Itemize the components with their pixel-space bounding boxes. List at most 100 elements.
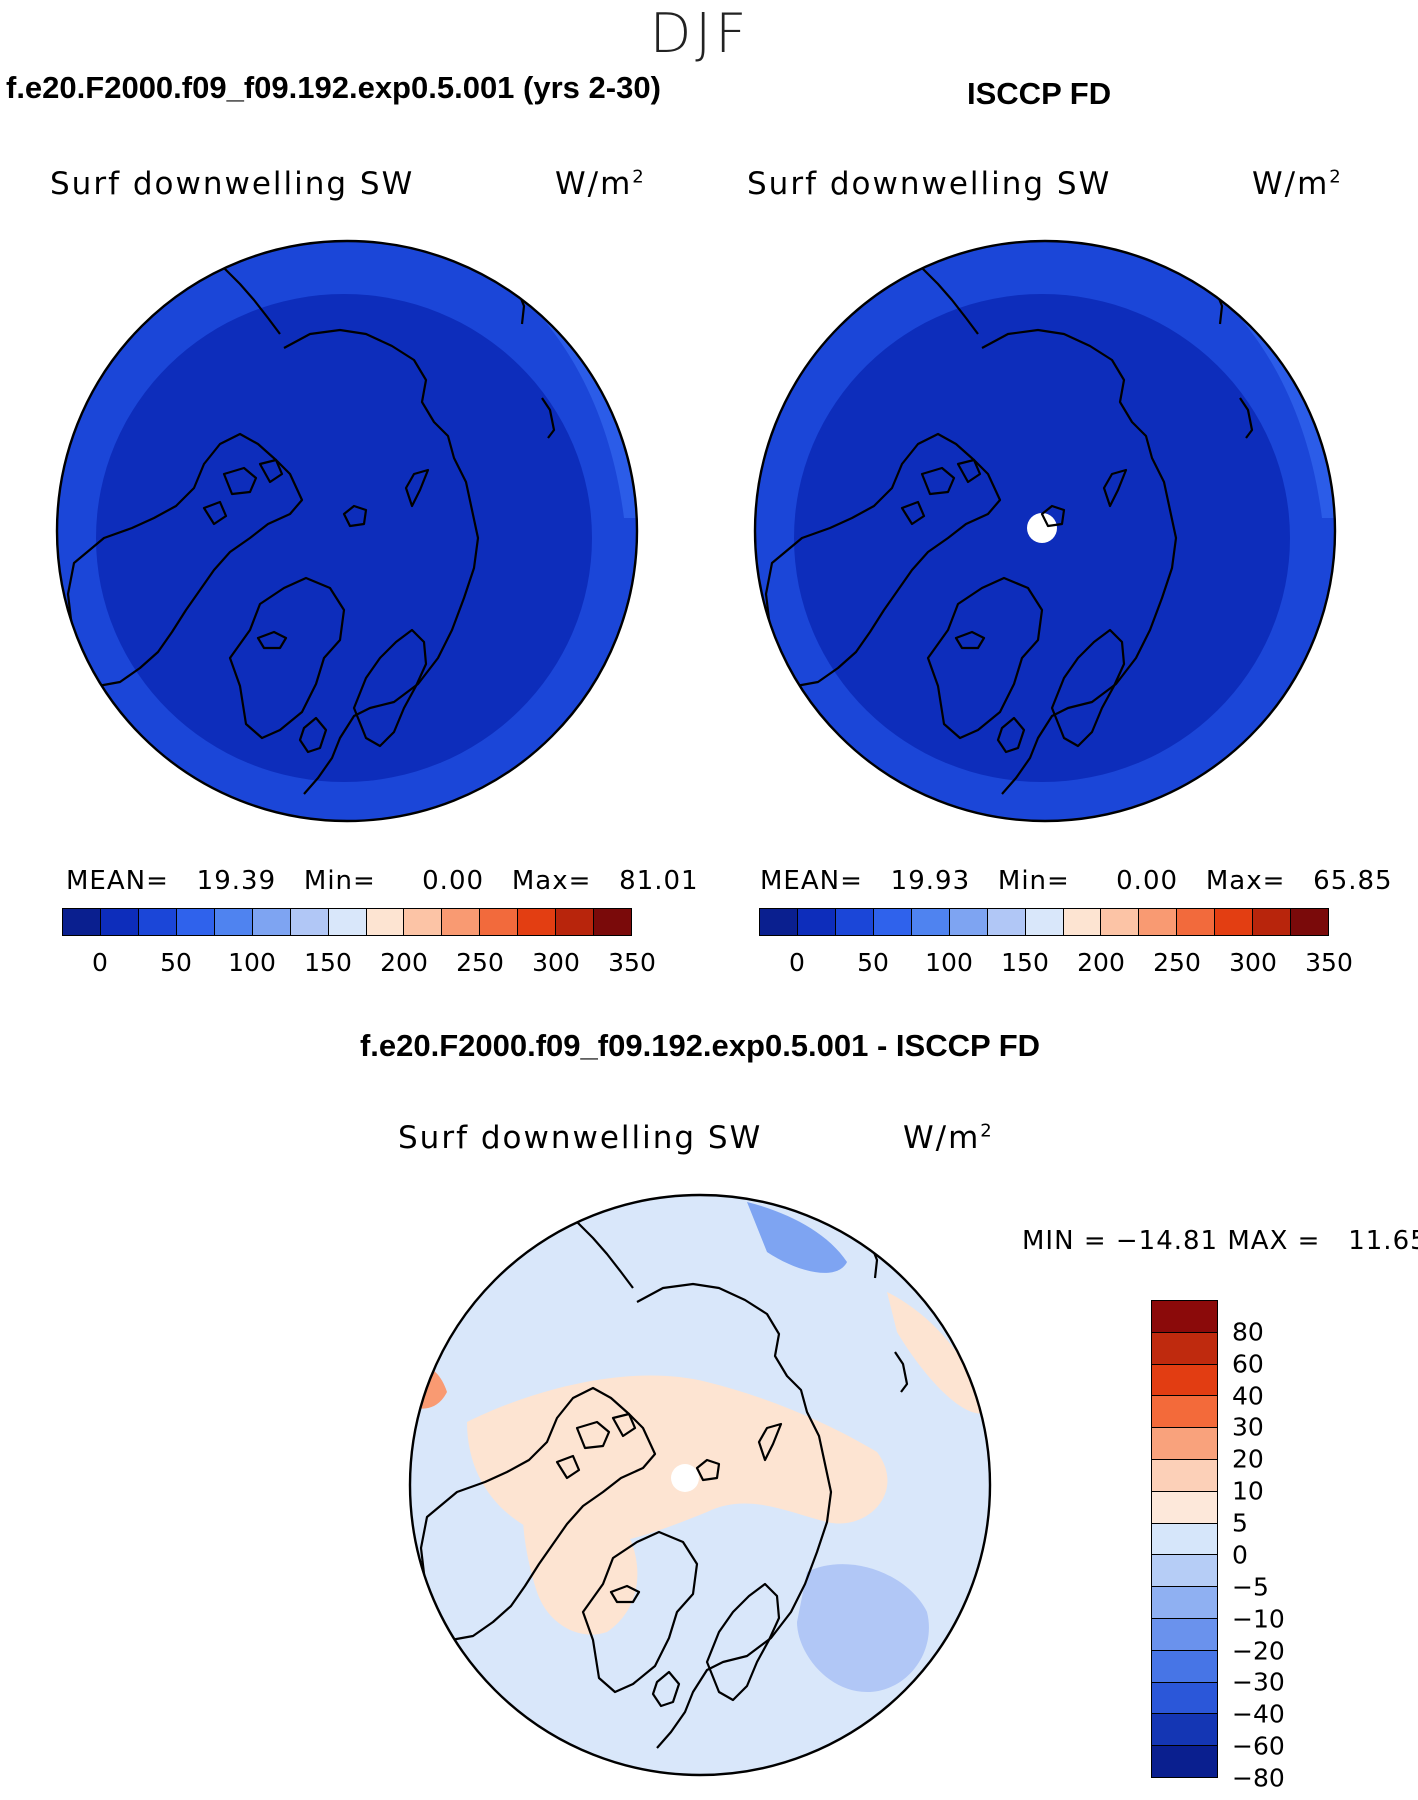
colorbar-swatch bbox=[404, 909, 443, 935]
colorbar-swatch bbox=[1063, 909, 1102, 935]
model-colorbar bbox=[62, 908, 632, 936]
map-field bbox=[410, 1195, 990, 1775]
coastline-segment bbox=[1050, 628, 1126, 748]
colorbar-swatch bbox=[214, 909, 253, 935]
colorbar-swatch bbox=[1291, 909, 1329, 935]
field-region-positive bbox=[522, 1479, 638, 1635]
map-field bbox=[57, 241, 637, 821]
colorbar-swatch bbox=[760, 909, 798, 935]
coastline-segment bbox=[900, 500, 926, 526]
colorbar-swatch bbox=[366, 909, 405, 935]
colorbar-swatch bbox=[1139, 909, 1178, 935]
field-region-positive bbox=[887, 1292, 987, 1414]
coastline-segment bbox=[555, 1454, 581, 1480]
model-panel-title: f.e20.F2000.f09_f09.192.exp0.5.001 (yrs … bbox=[6, 70, 661, 105]
colorbar-tick-label: 350 bbox=[608, 948, 656, 977]
coastline-segment bbox=[757, 1422, 783, 1462]
colorbar-swatch bbox=[1152, 1682, 1217, 1715]
colorbar-swatch bbox=[1152, 1555, 1217, 1588]
coastline-segment bbox=[764, 432, 1002, 688]
colorbar-swatch bbox=[1152, 1714, 1217, 1747]
colorbar-swatch bbox=[1152, 1746, 1217, 1777]
obs-variable-label: Surf downwelling SW bbox=[747, 166, 1112, 202]
colorbar-tick-label: −80 bbox=[1232, 1763, 1285, 1793]
model-stats: MEAN= 19.39 Min= 0.00 Max= 81.01 bbox=[66, 866, 699, 896]
colorbar-swatch bbox=[63, 909, 101, 935]
coastline-segment bbox=[894, 1351, 909, 1393]
colorbar-swatch bbox=[1177, 909, 1216, 935]
colorbar-swatch bbox=[328, 909, 367, 935]
coastline-segment bbox=[926, 576, 1044, 740]
colorbar-tick-label: −30 bbox=[1232, 1667, 1285, 1697]
colorbar-tick-label: 100 bbox=[228, 948, 276, 977]
coastline-segment bbox=[541, 397, 556, 439]
colorbar-tick-label: 0 bbox=[92, 948, 108, 977]
colorbar-swatch bbox=[1253, 909, 1292, 935]
colorbar-tick-label: 50 bbox=[857, 948, 889, 977]
colorbar-tick-label: 0 bbox=[789, 948, 805, 977]
diff-stats: MIN = −14.81 MAX = 11.65 bbox=[1022, 1226, 1418, 1256]
colorbar-swatch bbox=[1025, 909, 1064, 935]
colorbar-swatch bbox=[1152, 1459, 1217, 1492]
colorbar-tick-label: 40 bbox=[1232, 1381, 1264, 1411]
colorbar-swatch bbox=[1152, 1523, 1217, 1556]
coastline-segment bbox=[258, 458, 284, 484]
colorbar-tick-label: 350 bbox=[1305, 948, 1353, 977]
diff-units-label: W/m2 bbox=[903, 1120, 994, 1156]
colorbar-tick-label: 300 bbox=[532, 948, 580, 977]
colorbar-swatch bbox=[1152, 1364, 1217, 1397]
colorbar-swatch bbox=[1101, 909, 1140, 935]
colorbar-tick-label: 100 bbox=[925, 948, 973, 977]
coastline-segment bbox=[228, 576, 346, 740]
season-title: DJF bbox=[649, 2, 751, 65]
colorbar-tick-label: 0 bbox=[1232, 1540, 1248, 1570]
colorbar-swatch bbox=[1152, 1491, 1217, 1524]
colorbar-tick-label: 50 bbox=[160, 948, 192, 977]
coastline-segment bbox=[705, 1582, 781, 1702]
obs-colorbar-labels: 0 50 100 150 200 250 300 350 bbox=[759, 948, 1353, 978]
colorbar-tick-label: −5 bbox=[1232, 1572, 1269, 1602]
colorbar-swatch bbox=[987, 909, 1026, 935]
obs-panel-title: ISCCP FD bbox=[967, 76, 1112, 111]
coastline-segment bbox=[920, 466, 956, 496]
coastline-segment bbox=[695, 1458, 721, 1482]
colorbar-swatch bbox=[556, 909, 595, 935]
model-variable-label: Surf downwelling SW bbox=[50, 166, 415, 202]
model-colorbar-labels: 0 50 100 150 200 250 300 350 bbox=[62, 948, 656, 978]
colorbar-tick-label: 10 bbox=[1232, 1476, 1264, 1506]
obs-colorbar bbox=[759, 908, 1329, 936]
colorbar-swatch bbox=[873, 909, 912, 935]
colorbar-tick-label: −60 bbox=[1232, 1731, 1285, 1761]
colorbar-swatch bbox=[1152, 1301, 1217, 1333]
colorbar-tick-label: 60 bbox=[1232, 1349, 1264, 1379]
missing-data-pole bbox=[671, 1464, 699, 1492]
field-region-negative bbox=[797, 1564, 929, 1692]
coastline-segment bbox=[256, 630, 288, 650]
colorbar-swatch bbox=[1215, 909, 1254, 935]
coastline-segment bbox=[651, 1670, 681, 1708]
coastline-segment bbox=[298, 716, 328, 754]
colorbar-swatch bbox=[290, 909, 329, 935]
coastline-segment bbox=[404, 468, 430, 508]
model-units-label: W/m2 bbox=[555, 166, 646, 202]
coastline-segment bbox=[609, 1584, 641, 1604]
colorbar-swatch bbox=[252, 909, 291, 935]
colorbar-swatch bbox=[1152, 1618, 1217, 1651]
diff-polar-map bbox=[408, 1193, 992, 1777]
map-boundary bbox=[753, 239, 1337, 823]
colorbar-swatch bbox=[138, 909, 177, 935]
colorbar-swatch bbox=[949, 909, 988, 935]
colorbar-tick-label: 150 bbox=[1001, 948, 1049, 977]
colorbar-swatch bbox=[911, 909, 950, 935]
model-polar-map bbox=[55, 239, 639, 823]
coastline-segment bbox=[575, 1420, 611, 1450]
colorbar-tick-label: 150 bbox=[304, 948, 352, 977]
colorbar-tick-label: 250 bbox=[456, 948, 504, 977]
colorbar-tick-label: 200 bbox=[1077, 948, 1125, 977]
coastline-segment bbox=[222, 466, 258, 496]
obs-stats: MEAN= 19.93 Min= 0.00 Max= 65.85 bbox=[760, 866, 1393, 896]
colorbar-tick-label: 250 bbox=[1153, 948, 1201, 977]
coastline-segment bbox=[66, 432, 304, 688]
coastline-segment bbox=[202, 500, 228, 526]
coastline-segment bbox=[352, 628, 428, 748]
